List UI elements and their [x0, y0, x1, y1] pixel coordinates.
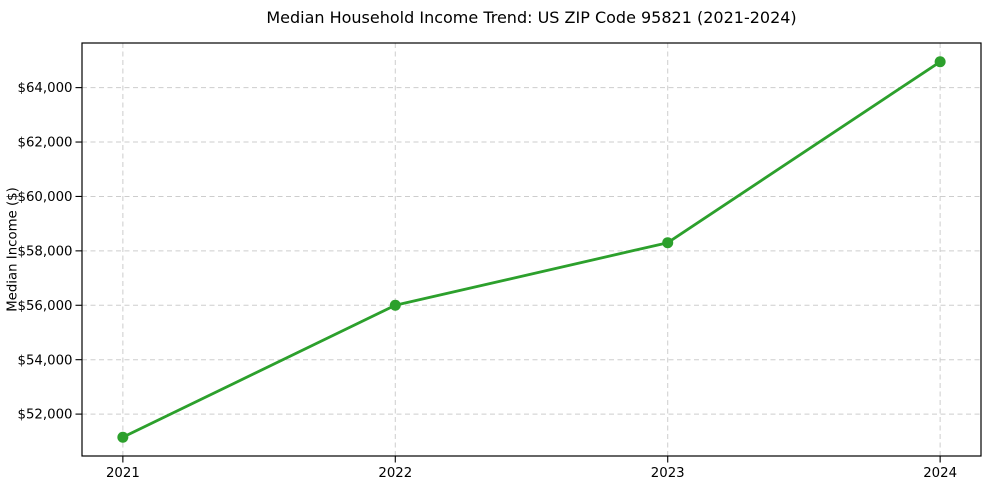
x-tick-label: 2023 — [651, 466, 685, 481]
y-tick-label: $52,000 — [18, 408, 73, 423]
y-tick-label: $56,000 — [18, 299, 73, 314]
plot-background — [82, 43, 981, 456]
data-point-2021 — [117, 431, 129, 443]
x-tick-label: 2022 — [378, 466, 412, 481]
y-tick-label: $64,000 — [18, 81, 73, 96]
data-point-2023 — [662, 237, 674, 249]
plot-area: $52,000 $54,000 $56,000 $58,000 $60,000 $62,0… — [18, 42, 982, 481]
y-tick-label: $54,000 — [18, 353, 73, 368]
trend-line — [122, 60, 941, 439]
y-axis-label: Median Income ($) — [6, 187, 21, 312]
data-point-2022 — [389, 299, 401, 311]
chart-title: Median Household Income Trend: US ZIP Co… — [266, 8, 796, 27]
data-point-2024 — [934, 56, 946, 68]
y-tick-label: $60,000 — [18, 190, 73, 205]
plot-frame — [81, 42, 982, 457]
y-tick-label: $62,000 — [18, 136, 73, 151]
x-tick-label: 2021 — [106, 466, 140, 481]
y-tick-label: $58,000 — [18, 244, 73, 259]
x-tick-label: 2024 — [923, 466, 957, 481]
